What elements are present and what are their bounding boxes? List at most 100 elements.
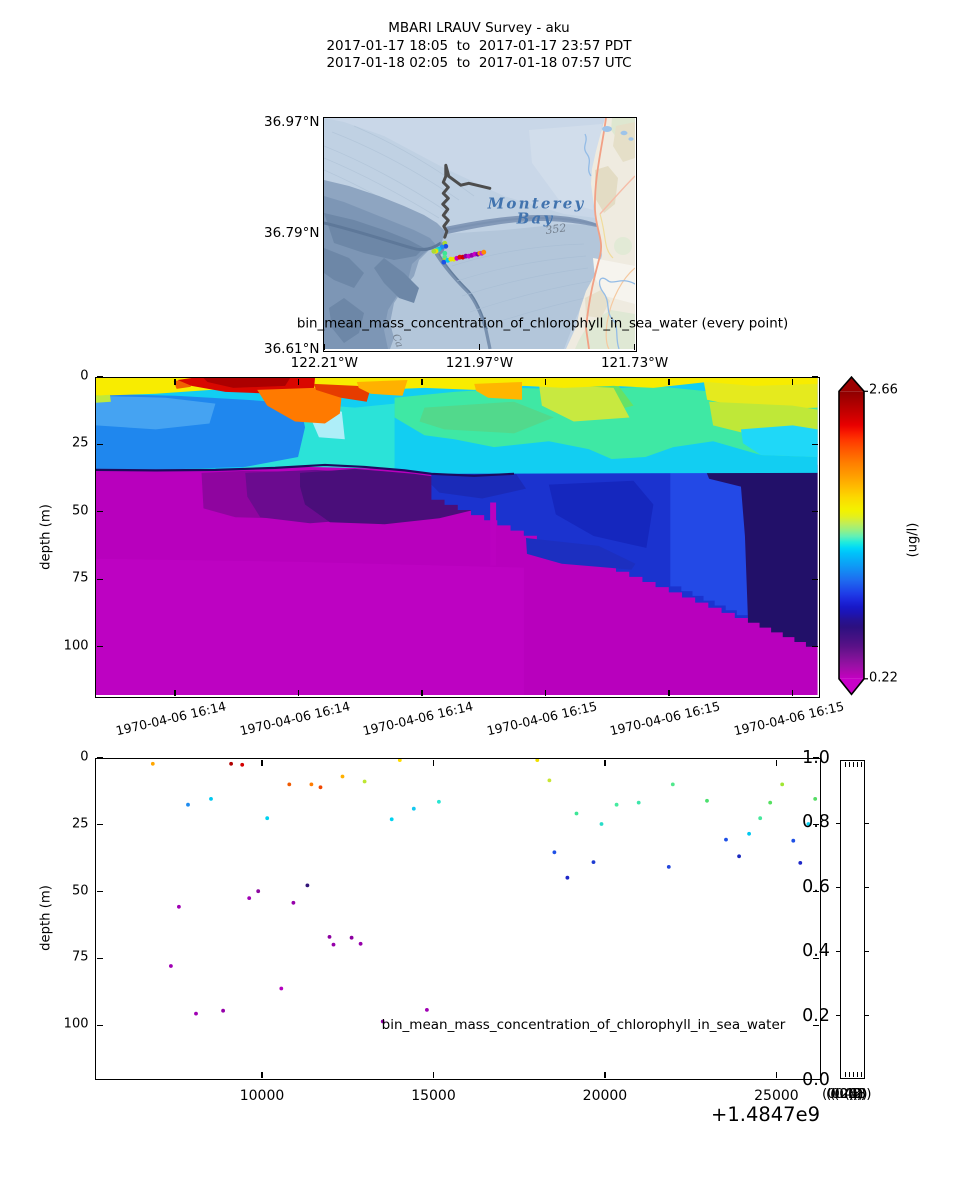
section-xtick-label: 1970-04-06 16:15 <box>731 698 845 739</box>
section-ytick-mark-left <box>96 578 103 580</box>
map-roads-shape <box>598 175 635 215</box>
profile-point <box>318 785 323 790</box>
profile-point <box>724 837 728 842</box>
colorbar-unit-label: (ug/l) <box>905 522 921 558</box>
cax-overlap-label: (0.8) <box>833 1085 867 1102</box>
section-xtick-mark-top <box>297 378 300 385</box>
map-contours-shape <box>323 145 449 214</box>
profile-ylabel: depth (m) <box>38 885 54 951</box>
profile-point <box>666 864 671 869</box>
section-region-magenta-lower <box>96 558 524 696</box>
colorbar <box>838 375 868 696</box>
map-canyon-shape <box>434 241 492 349</box>
profile-point <box>614 802 619 807</box>
cax-minor-tick-top <box>849 761 851 767</box>
profile-point <box>737 854 741 859</box>
profile-point <box>209 796 213 801</box>
profile-point <box>806 822 811 826</box>
cax-minor-tick-top <box>853 761 855 767</box>
section-xtick-label: 1970-04-06 16:15 <box>608 698 722 739</box>
map-slope-contours-shape <box>469 280 592 313</box>
profile-ytick-mark-left <box>96 957 103 959</box>
section-ytick-mark-left <box>96 376 103 378</box>
map-xtick-label: 121.73°W <box>600 354 669 371</box>
section-xtick-label: 1970-04-06 16:14 <box>361 698 475 739</box>
cax-major-tick-left <box>835 950 840 952</box>
map-xtick-mark <box>478 343 481 350</box>
profile-point <box>309 782 314 787</box>
section-region-blue-bright <box>670 468 748 616</box>
map-slope-contours <box>451 243 594 329</box>
cax-ytick-label: 0.8 <box>802 812 830 833</box>
colorbar-max-label: 2.66 <box>869 382 898 398</box>
section-xtick-mark-top <box>791 378 794 385</box>
figure-subtitle-pdt: 2017-01-17 18:05 to 2017-01-17 23:57 PDT <box>326 37 632 54</box>
cax-major-tick-left <box>835 887 840 889</box>
profile-point <box>380 1019 385 1024</box>
map-xtick-mark <box>323 343 325 350</box>
profile-xtick-mark-bottom <box>775 1072 777 1079</box>
profile-axes <box>95 758 821 1080</box>
profile-xtick-mark-bottom <box>604 1072 606 1079</box>
profile-xtick-label: 15000 <box>411 1087 456 1104</box>
map-slope-contours-shape <box>461 267 588 297</box>
section-region-indigo-column <box>705 463 818 647</box>
section-ytick-label: 75 <box>71 570 89 586</box>
profile-plot-area <box>150 759 818 1024</box>
profile-xtick-mark-bottom <box>261 1072 263 1079</box>
profile-point <box>279 986 284 991</box>
section-region-magenta-gap-column <box>490 502 497 566</box>
colorbar-over-arrow <box>839 377 864 392</box>
map-track-line <box>440 163 491 239</box>
profile-xtick-label: 25000 <box>754 1087 799 1104</box>
profile-ytick-mark-right <box>813 757 820 759</box>
section-xtick-mark-top <box>174 378 176 385</box>
profile-point <box>705 798 709 803</box>
section-xtick-label: 1970-04-06 16:14 <box>237 698 351 739</box>
section-region-cyan-right-patch <box>740 425 818 458</box>
profile-point <box>565 875 570 880</box>
profile-point <box>636 800 641 805</box>
cax-minor-tick-bottom <box>853 1072 855 1078</box>
section-region-orange-patch-right <box>474 381 522 400</box>
section-region-red-patch-2 <box>313 383 371 402</box>
profile-point <box>221 1008 226 1013</box>
cax-minor-tick-bottom <box>857 1072 859 1078</box>
section-xtick-mark-bottom <box>297 689 300 696</box>
section-xtick-label: 1970-04-06 16:14 <box>114 698 228 739</box>
profile-point <box>256 889 261 894</box>
map-canyon-shape <box>323 221 442 252</box>
section-ytick-mark-right <box>812 376 819 378</box>
map-shelf-lighter <box>528 124 602 210</box>
map-slope-contours-shape <box>456 255 586 282</box>
section-plot-area <box>96 378 818 696</box>
profile-xtick-mark-bottom <box>432 1072 435 1079</box>
cax-minor-tick-top <box>857 761 859 767</box>
section-xtick-mark-bottom <box>791 689 794 696</box>
cax-overlap-label: (2) <box>848 1085 868 1102</box>
profile-point <box>150 761 155 766</box>
section-region-navy-patch-1 <box>548 480 654 548</box>
figure-subtitle-utc: 2017-01-18 02:05 to 2017-01-18 07:57 UTC <box>326 54 632 71</box>
map-rivers-shape <box>620 130 627 136</box>
profile-point <box>362 779 367 784</box>
cax-overlap-label: (3) <box>852 1085 872 1102</box>
map-roads <box>584 118 635 349</box>
profile-point <box>247 896 252 900</box>
map-rivers <box>583 126 635 349</box>
profile-point <box>177 904 181 909</box>
profile-point <box>186 802 190 807</box>
profile-point <box>411 806 416 811</box>
cax-overlap-label: (0.6) <box>829 1085 863 1102</box>
section-ytick-mark-right <box>812 511 819 513</box>
section-region-red-dark-core <box>203 378 291 388</box>
map-rivers-shape <box>598 277 635 349</box>
map-rivers-shape <box>627 137 634 141</box>
profile-point <box>331 942 336 947</box>
profile-point <box>547 778 552 783</box>
profile-xtick-label: 20000 <box>582 1087 628 1104</box>
section-ytick-mark-right <box>812 578 819 580</box>
profile-point <box>599 822 604 826</box>
map-canyon-shape <box>437 253 488 330</box>
